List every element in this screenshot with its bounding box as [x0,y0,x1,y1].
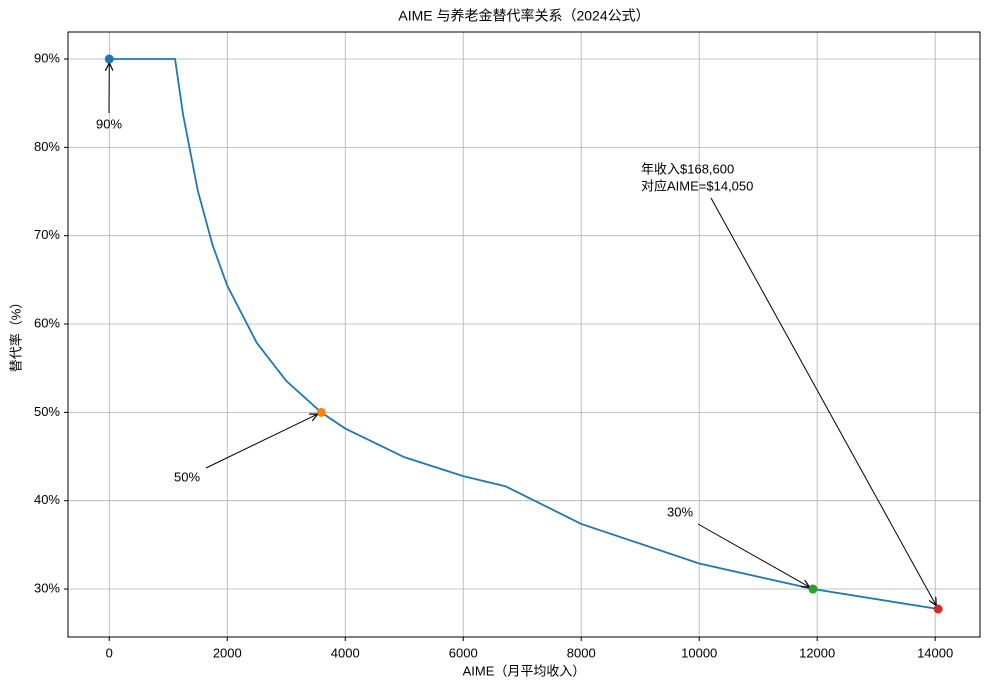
marker-point [316,407,326,417]
x-tick-label: 6000 [449,645,478,660]
annotation-text: 对应AIME=$14,050 [641,178,753,193]
x-tick-label: 4000 [331,645,360,660]
x-tick-label: 8000 [567,645,596,660]
marker-point [104,54,114,64]
y-tick-label: 60% [34,315,60,330]
x-tick-label: 14000 [917,645,953,660]
plot-frame [67,31,981,638]
annotation-arrow [697,523,809,587]
line-series [109,58,939,610]
x-tick-label: 0 [106,645,113,660]
x-axis-label: AIME（月平均收入） [463,663,586,678]
x-tick-label: 2000 [213,645,242,660]
plot [104,54,943,614]
y-tick-label: 40% [34,492,60,507]
annotation-text: 50% [174,469,200,484]
chart-title: AIME 与养老金替代率关系（2024公式） [398,8,649,24]
y-tick-label: 30% [34,580,60,595]
annotation-arrow [710,197,936,605]
y-tick-label: 70% [34,227,60,242]
y-tick-label: 90% [34,50,60,65]
marker-point [933,604,943,614]
annotation-text: 90% [96,116,122,131]
grid [68,32,980,637]
annotation-arrow [205,414,318,469]
x-tick-label: 10000 [681,645,717,660]
y-tick-label: 50% [34,404,60,419]
y-axis-label: 替代率（%） [8,296,23,373]
x-tick-label: 12000 [799,645,835,660]
annotation-text: 年收入$168,600 [641,161,734,176]
y-tick-label: 80% [34,139,60,154]
marker-point [808,584,818,594]
annotation-text: 30% [667,504,693,519]
